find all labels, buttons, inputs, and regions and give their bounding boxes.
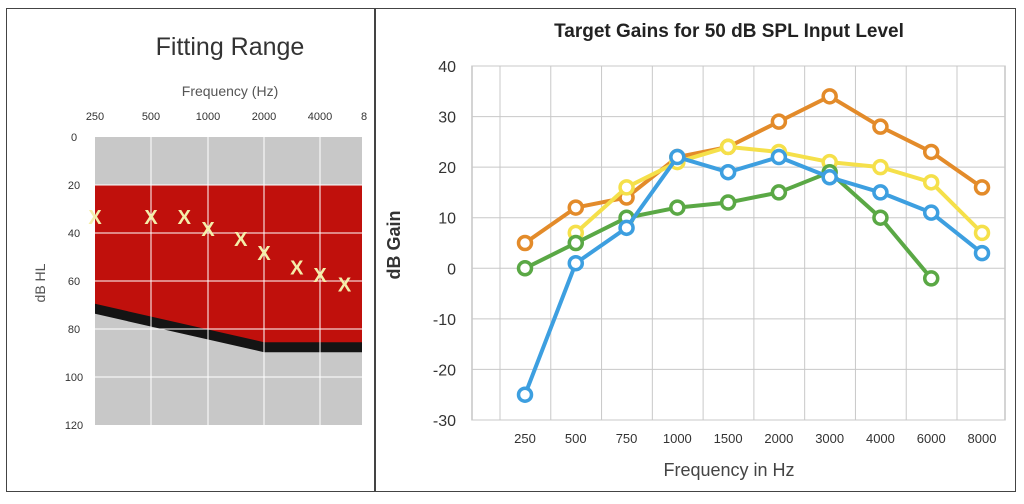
panel-divider bbox=[374, 8, 376, 492]
threshold-marker: X bbox=[338, 274, 352, 296]
data-point bbox=[770, 113, 788, 130]
x-axis-label: Frequency (Hz) bbox=[182, 83, 278, 99]
series-3 bbox=[516, 163, 940, 287]
x-tick-label: 500 bbox=[565, 431, 587, 446]
threshold-marker: X bbox=[234, 229, 248, 251]
data-point bbox=[821, 169, 838, 186]
data-point bbox=[872, 209, 889, 226]
y-tick-label: 0 bbox=[71, 132, 77, 144]
x-tick-label: 6000 bbox=[917, 431, 946, 446]
series-line bbox=[523, 155, 984, 396]
x-tick-label: 2000 bbox=[252, 111, 276, 123]
x-tick-label: 4000 bbox=[308, 111, 332, 123]
data-point bbox=[872, 118, 889, 135]
y-tick-label: 0 bbox=[447, 261, 456, 278]
y-tick-label: 60 bbox=[68, 276, 80, 288]
y-tick-label: 20 bbox=[68, 180, 80, 192]
y-tick-label: -20 bbox=[433, 362, 456, 379]
x-tick-label: 8000 bbox=[968, 431, 997, 446]
data-point bbox=[922, 143, 940, 161]
y-tick-label: 100 bbox=[65, 372, 83, 384]
data-point bbox=[770, 184, 788, 201]
chart-title: Target Gains for 50 dB SPL Input Level bbox=[554, 21, 904, 42]
x-tick-label: 750 bbox=[616, 431, 638, 446]
data-point bbox=[872, 158, 889, 176]
y-tick-label: 120 bbox=[65, 420, 83, 432]
data-point bbox=[669, 199, 686, 216]
x-tick-label: 3000 bbox=[815, 431, 844, 446]
data-point bbox=[567, 199, 585, 216]
data-point bbox=[973, 244, 991, 262]
y-tick-label: -30 bbox=[433, 413, 456, 430]
series-line bbox=[523, 94, 984, 245]
data-point bbox=[516, 386, 534, 403]
y-tick-label: 20 bbox=[438, 160, 456, 177]
y-axis-label: dB Gain bbox=[384, 210, 404, 279]
threshold-marker: X bbox=[290, 258, 304, 280]
threshold-marker: X bbox=[178, 207, 192, 229]
x-tick-label: 250 bbox=[514, 431, 536, 446]
x-tick-label: 1000 bbox=[663, 431, 692, 446]
data-point bbox=[618, 179, 635, 196]
data-point bbox=[973, 224, 991, 242]
y-tick-label: -10 bbox=[433, 312, 456, 329]
data-point bbox=[770, 148, 788, 166]
data-point bbox=[516, 260, 534, 277]
x-tick-label: 1500 bbox=[714, 431, 743, 446]
y-tick-label: 40 bbox=[438, 59, 456, 76]
threshold-marker: X bbox=[201, 219, 215, 241]
lower-limit-curve bbox=[95, 303, 362, 353]
x-tick-label: 8 bbox=[361, 111, 367, 123]
x-tick-label: 4000 bbox=[866, 431, 895, 446]
x-tick-label: 250 bbox=[86, 111, 104, 123]
data-point bbox=[719, 194, 737, 211]
data-point bbox=[567, 254, 585, 272]
y-tick-label: 80 bbox=[68, 324, 80, 336]
fitting-range-area bbox=[95, 185, 362, 349]
x-tick-label: 2000 bbox=[764, 431, 793, 446]
chart-title: Fitting Range bbox=[156, 33, 305, 61]
data-point bbox=[922, 270, 940, 287]
data-point bbox=[922, 204, 940, 221]
y-tick-label: 30 bbox=[438, 110, 456, 127]
threshold-marker: X bbox=[88, 207, 102, 229]
data-point bbox=[821, 88, 838, 105]
data-point bbox=[973, 179, 991, 196]
data-point bbox=[516, 234, 534, 252]
x-axis-label: Frequency in Hz bbox=[663, 460, 794, 480]
data-point bbox=[872, 184, 889, 201]
data-point bbox=[669, 148, 686, 166]
data-point bbox=[922, 174, 940, 191]
data-point bbox=[567, 234, 585, 252]
data-point bbox=[618, 219, 635, 237]
x-tick-label: 1000 bbox=[196, 111, 220, 123]
data-point bbox=[719, 138, 737, 156]
y-tick-label: 10 bbox=[438, 211, 456, 228]
threshold-marker: X bbox=[257, 243, 271, 265]
threshold-marker: X bbox=[313, 265, 327, 287]
fitting-range-chart: Fitting Range Frequency (Hz) dB HL 250 50… bbox=[32, 33, 367, 432]
y-axis-label: dB HL bbox=[32, 263, 48, 302]
x-tick-label: 500 bbox=[142, 111, 160, 123]
y-tick-label: 40 bbox=[68, 228, 80, 240]
series-4 bbox=[516, 148, 991, 403]
plot-area bbox=[471, 65, 1006, 421]
threshold-marker: X bbox=[144, 207, 158, 229]
data-point bbox=[719, 163, 737, 181]
